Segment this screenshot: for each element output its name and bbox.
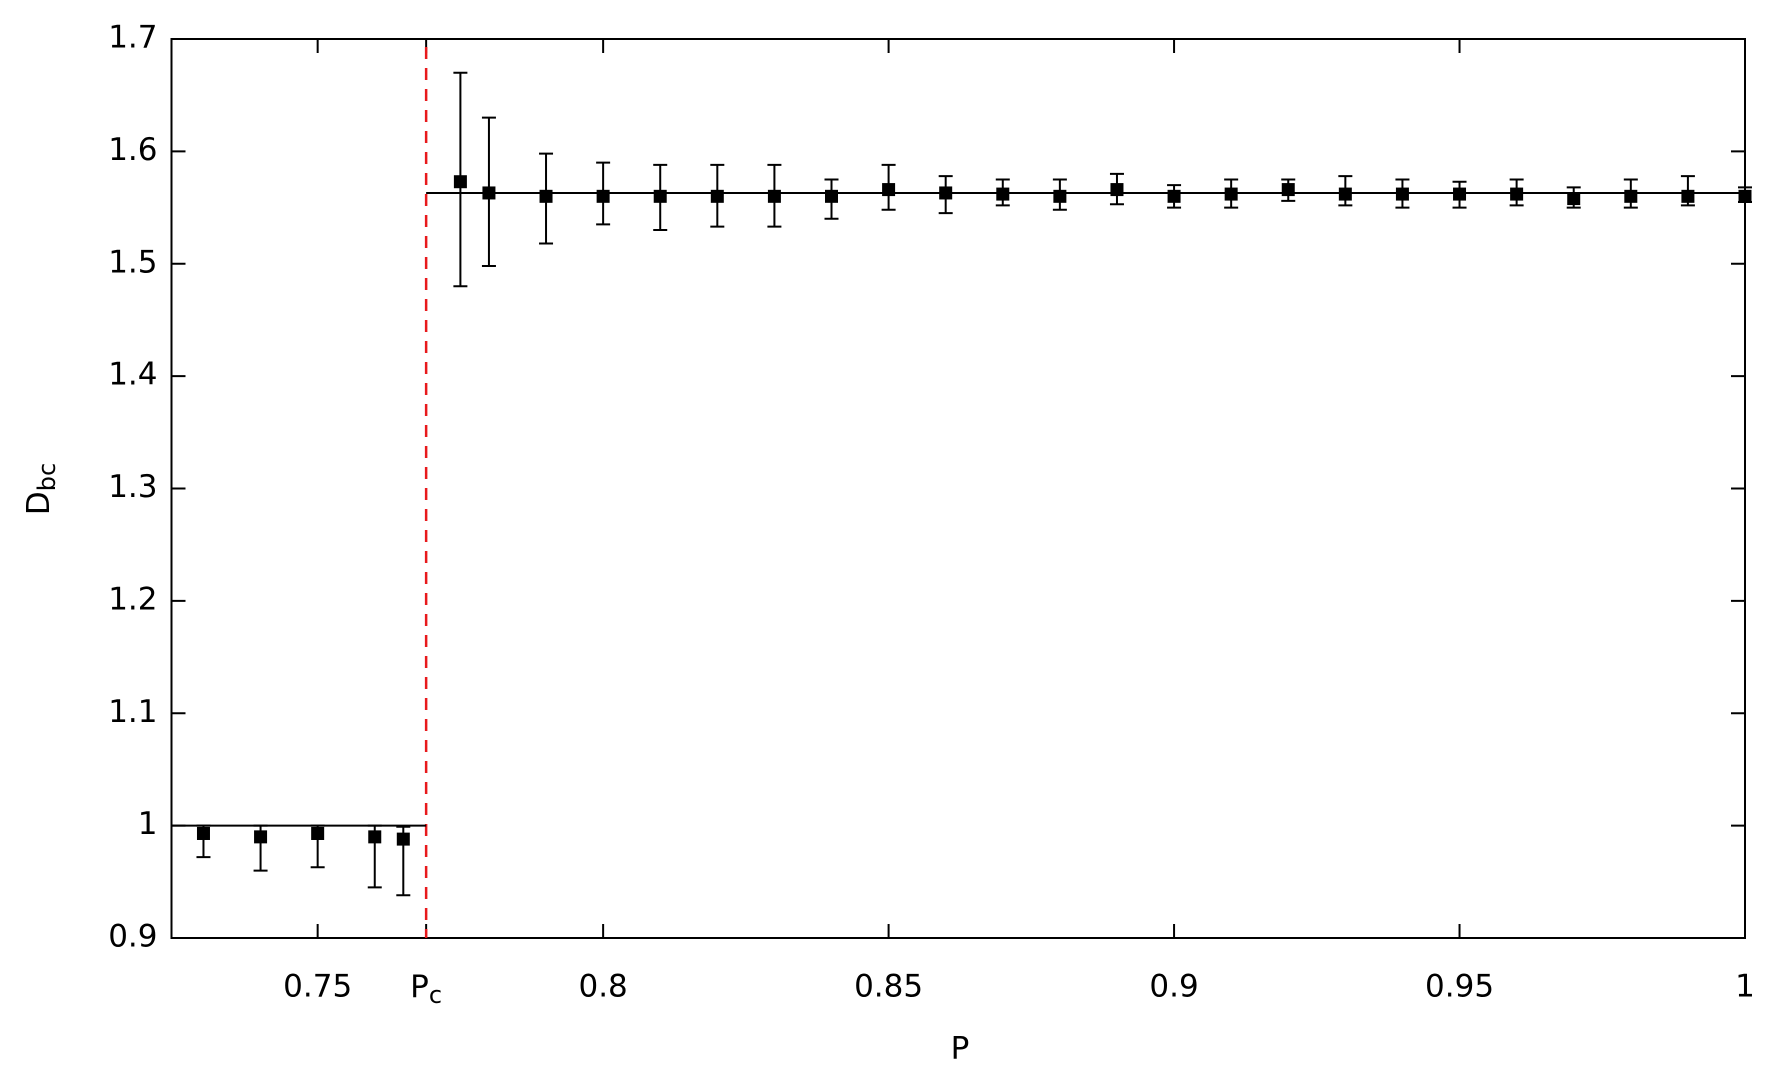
y-axis-label-main: D bbox=[21, 491, 57, 515]
y-tick-label: 1.4 bbox=[108, 357, 157, 393]
data-point bbox=[767, 189, 781, 203]
data-point bbox=[1110, 183, 1124, 197]
y-tick-label: 1.5 bbox=[108, 244, 157, 280]
data-point bbox=[539, 189, 553, 203]
data-point bbox=[596, 189, 610, 203]
y-tick-label: 1 bbox=[138, 806, 158, 842]
data-point bbox=[1510, 187, 1524, 201]
x-axis-label: P bbox=[951, 1031, 970, 1067]
data-point bbox=[482, 186, 496, 200]
y-axis-label: Dbc bbox=[21, 463, 62, 515]
y-tick-label: 0.9 bbox=[108, 919, 157, 955]
data-point bbox=[939, 186, 953, 200]
x-tick-label: 0.85 bbox=[854, 969, 923, 1005]
data-point bbox=[453, 175, 467, 189]
x-tick-label: 1 bbox=[1735, 969, 1755, 1005]
data-point bbox=[1395, 187, 1409, 201]
x-tick-label: 0.95 bbox=[1425, 969, 1494, 1005]
data-point bbox=[1167, 189, 1181, 203]
x-tick-label: 0.9 bbox=[1149, 969, 1198, 1005]
data-point bbox=[1281, 183, 1295, 197]
y-tick-label: 1.7 bbox=[108, 20, 157, 56]
data-point bbox=[882, 183, 896, 197]
data-point bbox=[196, 826, 210, 840]
data-point bbox=[1453, 187, 1467, 201]
data-point bbox=[710, 189, 724, 203]
y-tick-label: 1.1 bbox=[108, 694, 157, 730]
data-point bbox=[1224, 187, 1238, 201]
x-tick-label: 0.75 bbox=[283, 969, 352, 1005]
y-tick-label: 1.3 bbox=[108, 469, 157, 505]
data-point bbox=[396, 832, 410, 846]
data-point bbox=[996, 187, 1010, 201]
plot-frame bbox=[170, 38, 1746, 939]
y-tick-label: 1.2 bbox=[108, 581, 157, 617]
data-point bbox=[368, 830, 382, 844]
data-point bbox=[254, 830, 268, 844]
x-tick-label-main: P bbox=[410, 969, 429, 1005]
data-point bbox=[1681, 189, 1695, 203]
data-point bbox=[1567, 192, 1581, 206]
y-tick-label: 1.6 bbox=[108, 132, 157, 168]
data-point bbox=[1738, 189, 1752, 203]
x-tick-label: 0.8 bbox=[578, 969, 627, 1005]
data-point bbox=[311, 826, 325, 840]
y-axis-label-sub: bc bbox=[33, 463, 61, 491]
data-point bbox=[825, 189, 839, 203]
data-point bbox=[1053, 189, 1067, 203]
data-point bbox=[1624, 189, 1638, 203]
x-tick-label: Pc bbox=[410, 969, 442, 1010]
data-point bbox=[1338, 187, 1352, 201]
x-tick-label-sub: c bbox=[429, 981, 442, 1009]
data-point bbox=[653, 189, 667, 203]
